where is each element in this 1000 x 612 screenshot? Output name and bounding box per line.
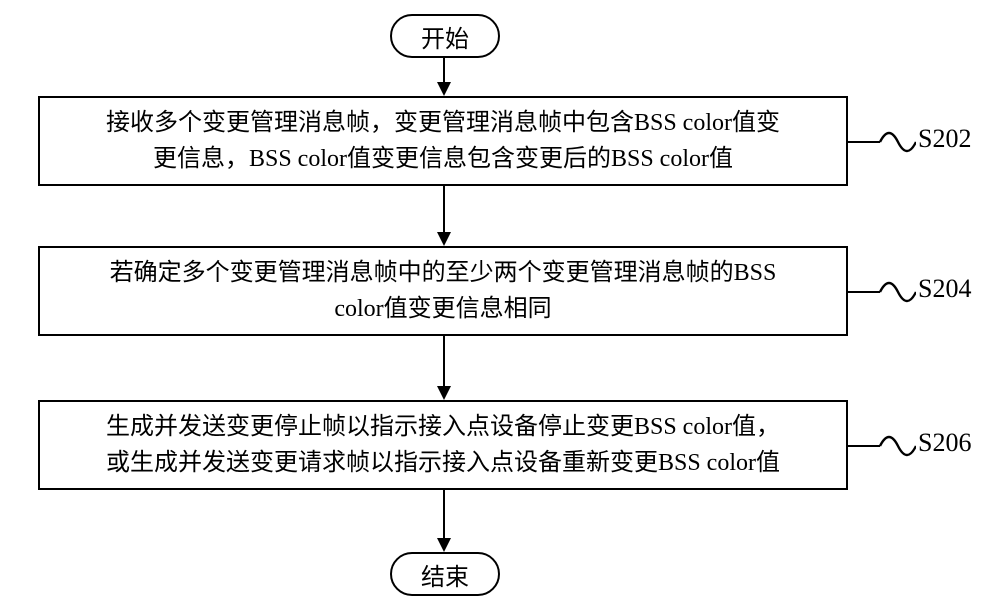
step-3-line1: 生成并发送变更停止帧以指示接入点设备停止变更BSS color值，	[106, 414, 780, 440]
wave-3	[848, 426, 916, 466]
step-1-label: S202	[918, 124, 971, 154]
arrow-2-line	[443, 186, 445, 234]
process-step-1: 接收多个变更管理消息帧，变更管理消息帧中包含BSS color值变 更信息，BS…	[38, 96, 848, 186]
process-step-2: 若确定多个变更管理消息帧中的至少两个变更管理消息帧的BSS color值变更信息…	[38, 246, 848, 336]
arrow-1-head	[437, 82, 451, 96]
step-1-line2: 更信息，BSS color值变更信息包含变更后的BSS color值	[153, 146, 733, 172]
arrow-4-line	[443, 490, 445, 540]
end-label: 结束	[421, 557, 469, 592]
process-step-3: 生成并发送变更停止帧以指示接入点设备停止变更BSS color值， 或生成并发送…	[38, 400, 848, 490]
start-terminator: 开始	[390, 14, 500, 58]
start-label: 开始	[421, 19, 469, 54]
wave-1	[848, 122, 916, 162]
step-2-line2: color值变更信息相同	[334, 296, 551, 322]
arrow-2-head	[437, 232, 451, 246]
step-1-line1: 接收多个变更管理消息帧，变更管理消息帧中包含BSS color值变	[106, 110, 780, 136]
step-3-line2: 或生成并发送变更请求帧以指示接入点设备重新变更BSS color值	[106, 450, 780, 476]
step-2-line1: 若确定多个变更管理消息帧中的至少两个变更管理消息帧的BSS	[110, 260, 777, 286]
wave-2	[848, 272, 916, 312]
arrow-4-head	[437, 538, 451, 552]
arrow-1-line	[443, 58, 445, 84]
step-2-label: S204	[918, 274, 971, 304]
arrow-3-head	[437, 386, 451, 400]
end-terminator: 结束	[390, 552, 500, 596]
arrow-3-line	[443, 336, 445, 388]
flowchart-container: 开始 接收多个变更管理消息帧，变更管理消息帧中包含BSS color值变 更信息…	[0, 0, 1000, 612]
step-3-label: S206	[918, 428, 971, 458]
